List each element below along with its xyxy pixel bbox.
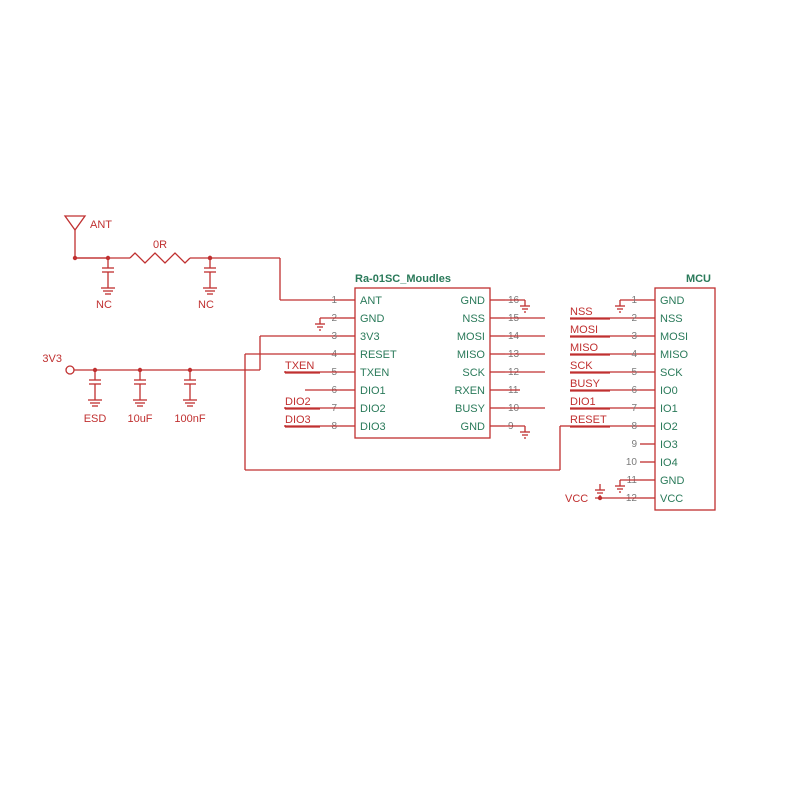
module-rpin-name-1: NSS [462,313,485,325]
mcu-pin-num-7: 8 [631,421,637,432]
cap-bot-label-0: ESD [84,413,107,425]
mcu-pin-num-0: 1 [631,295,637,306]
module-lpin-name-4: TXEN [360,367,389,379]
module-rpin-name-4: SCK [462,367,485,379]
mcu-pin-name-3: MISO [660,349,689,361]
power-3v3 [66,366,74,374]
power-3v3-label: 3V3 [42,353,62,365]
mcu-pin-name-1: NSS [660,313,683,325]
module-lpin-name-7: DIO3 [360,421,386,433]
mcu-pin-num-1: 2 [631,313,637,324]
net-mid-MISO: MISO [570,342,599,354]
mcu-title: MCU [686,273,711,285]
mcu-pin-num-8: 9 [631,439,637,450]
module-lpin-name-3: RESET [360,349,397,361]
net-mid-MOSI: MOSI [570,324,598,336]
module-lpin-name-2: 3V3 [360,331,380,343]
net-mid-SCK: SCK [570,360,593,372]
cap-bot-label-1: 10uF [127,413,152,425]
mcu-pin-name-10: GND [660,475,685,487]
module-rpin-name-6: BUSY [455,403,486,415]
resistor-0r [130,253,190,263]
mcu-pin-name-0: GND [660,295,685,307]
antenna-label: ANT [90,219,112,231]
mcu-pin-name-8: IO3 [660,439,678,451]
mcu-pin-num-6: 7 [631,403,637,414]
module-rpin-name-7: GND [461,421,486,433]
mcu-pin-name-7: IO2 [660,421,678,433]
module-lpin-num-0: 1 [331,295,337,306]
module-rpin-name-3: MISO [457,349,486,361]
cap-nc-label-0: NC [96,299,112,311]
net-left-TXEN: TXEN [285,360,314,372]
module-title: Ra-01SC_Moudles [355,273,451,285]
module-lpin-name-5: DIO1 [360,385,386,397]
mcu-pin-num-9: 10 [626,457,638,468]
net-left-DIO3: DIO3 [285,414,311,426]
module-lpin-name-1: GND [360,313,385,325]
module-rpin-name-0: GND [461,295,486,307]
cap-nc-label-1: NC [198,299,214,311]
net-mid-RESET: RESET [570,414,607,426]
module-rpin-name-2: MOSI [457,331,485,343]
cap-bot-label-2: 100nF [174,413,205,425]
mcu-pin-name-4: SCK [660,367,683,379]
mcu-pin-name-6: IO1 [660,403,678,415]
mcu-pin-name-2: MOSI [660,331,688,343]
module-lpin-name-6: DIO2 [360,403,386,415]
module-lpin-num-2: 3 [331,331,337,342]
net-mid-NSS: NSS [570,306,593,318]
resistor-label: 0R [153,239,167,251]
mcu-pin-name-9: IO4 [660,457,678,469]
mcu-pin-name-11: VCC [660,493,683,505]
antenna-symbol [65,216,85,230]
mcu-pin-name-5: IO0 [660,385,678,397]
module-lpin-name-0: ANT [360,295,382,307]
net-left-DIO2: DIO2 [285,396,311,408]
module-rpin-name-5: RXEN [454,385,485,397]
mcu-pin-num-3: 4 [631,349,637,360]
net-mid-DIO1: DIO1 [570,396,596,408]
mcu-pin-num-5: 6 [631,385,637,396]
mcu-pin-num-2: 3 [631,331,637,342]
mcu-pin-num-4: 5 [631,367,637,378]
net-mid-BUSY: BUSY [570,378,601,390]
vcc-label: VCC [565,493,588,505]
